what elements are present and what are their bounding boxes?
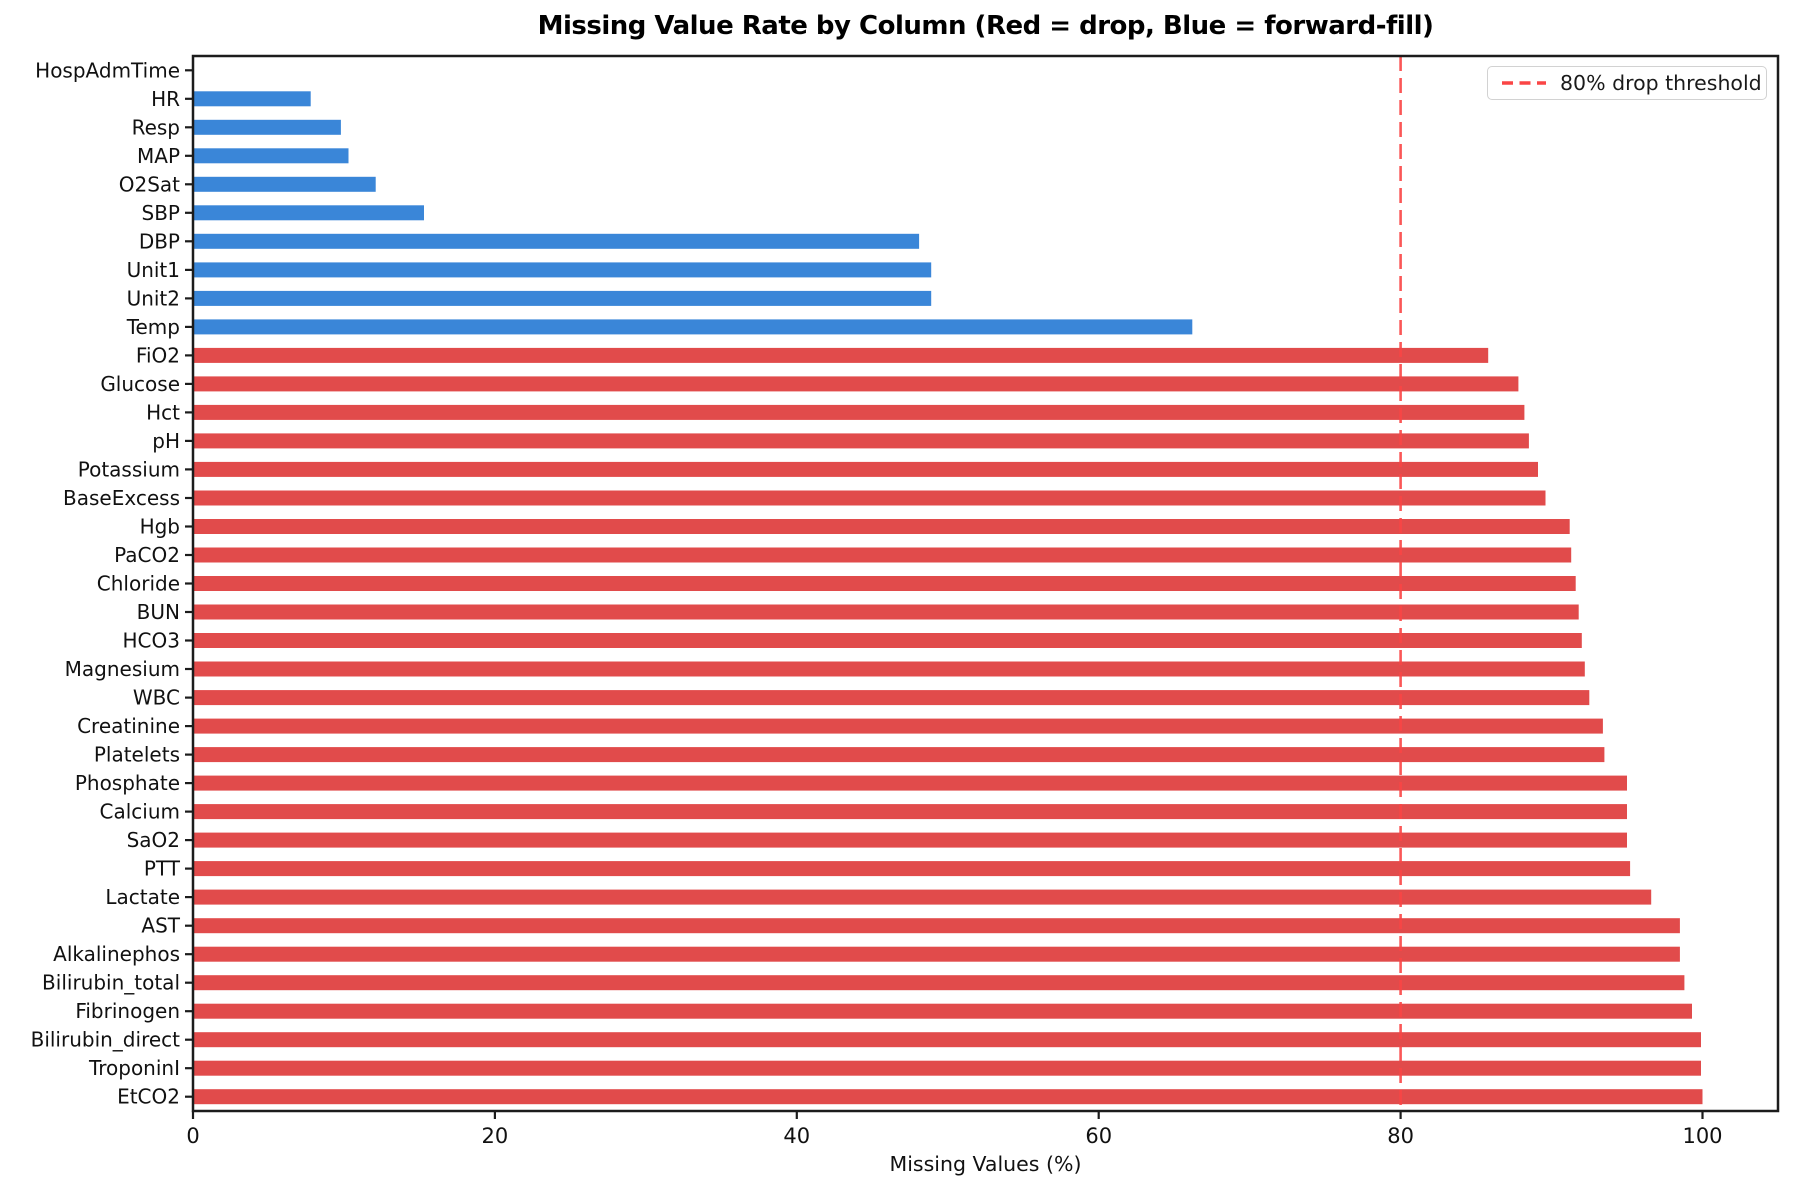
bar-Fibrinogen: [193, 1003, 1692, 1019]
bar-HCO3: [193, 633, 1582, 648]
y-tick-label: AST: [141, 914, 180, 938]
y-tick-label: Hgb: [140, 515, 180, 539]
y-tick-label: Potassium: [78, 457, 180, 481]
y-tick-label: Resp: [132, 115, 180, 139]
bar-DBP: [193, 233, 920, 249]
y-tick-label: MAP: [137, 144, 180, 168]
bar-EtCO2: [193, 1089, 1703, 1105]
bar-Magnesium: [193, 661, 1585, 677]
y-tick-label: HCO3: [123, 629, 180, 653]
bar-WBC: [193, 690, 1590, 706]
y-tick-label: Chloride: [97, 572, 180, 596]
bar-SBP: [193, 205, 424, 221]
y-tick-label: Unit2: [127, 286, 180, 310]
y-tick-label: Temp: [126, 315, 180, 339]
bar-Platelets: [193, 747, 1605, 763]
y-tick-label: Platelets: [94, 743, 180, 767]
bar-Lactate: [193, 889, 1652, 905]
bar-AST: [193, 918, 1680, 934]
legend-label: 80% drop threshold: [1560, 71, 1762, 95]
y-tick-label: PTT: [144, 857, 181, 881]
x-tick-label: 80: [1387, 1124, 1414, 1148]
bar-Phosphate: [193, 775, 1627, 791]
bar-Hct: [193, 404, 1525, 420]
bar-pH: [193, 433, 1529, 449]
x-tick-label: 40: [783, 1124, 810, 1148]
bar-Bilirubin_total: [193, 975, 1685, 991]
bar-Hgb: [193, 519, 1570, 534]
y-tick-label: HR: [151, 87, 180, 111]
y-tick-label: Creatinine: [77, 714, 180, 738]
bar-HR: [193, 91, 311, 107]
y-tick-label: Alkalinephos: [53, 942, 180, 966]
y-tick-label: SBP: [142, 201, 180, 225]
y-tick-label: pH: [152, 429, 180, 453]
y-tick-label: BaseExcess: [63, 486, 180, 510]
y-tick-label: Unit1: [127, 258, 180, 282]
y-tick-label: Phosphate: [75, 771, 180, 795]
bar-TroponinI: [193, 1060, 1701, 1076]
chart-title: Missing Value Rate by Column (Red = drop…: [537, 11, 1434, 41]
bar-Resp: [193, 119, 341, 135]
y-tick-label: Hct: [146, 400, 180, 424]
y-tick-label: Bilirubin_direct: [31, 1028, 181, 1052]
x-tick-label: 100: [1682, 1124, 1722, 1148]
legend-dash-icon: [1502, 81, 1546, 85]
y-tick-label: Fibrinogen: [75, 999, 180, 1023]
y-tick-label: BUN: [137, 600, 180, 624]
bar-PTT: [193, 861, 1631, 877]
bar-FiO2: [193, 347, 1489, 363]
y-tick-label: DBP: [139, 229, 180, 253]
bar-SaO2: [193, 832, 1627, 848]
y-tick-label: EtCO2: [117, 1085, 180, 1109]
bar-O2Sat: [193, 176, 376, 192]
bar-Alkalinephos: [193, 946, 1680, 962]
bar-BaseExcess: [193, 490, 1546, 506]
bar-Chloride: [193, 576, 1576, 591]
x-tick-label: 60: [1085, 1124, 1112, 1148]
y-tick-label: TroponinI: [88, 1056, 180, 1080]
y-tick-label: HospAdmTime: [35, 58, 180, 82]
y-tick-label: WBC: [133, 686, 180, 710]
axes-border: [191, 54, 1780, 1113]
bar-Glucose: [193, 376, 1519, 392]
y-tick-label: Calcium: [100, 800, 181, 824]
bar-Unit1: [193, 262, 932, 278]
bar-Unit2: [193, 290, 932, 306]
bar-Creatinine: [193, 718, 1603, 734]
bar-Temp: [193, 319, 1193, 335]
legend: 80% drop threshold: [1487, 66, 1767, 100]
bar-Bilirubin_direct: [193, 1032, 1701, 1048]
bar-Calcium: [193, 804, 1627, 820]
x-tick-label: 0: [186, 1124, 199, 1148]
y-tick-label: SaO2: [127, 828, 180, 852]
x-axis-label: Missing Values (%): [889, 1152, 1082, 1176]
y-tick-label: FiO2: [136, 343, 180, 367]
bar-Potassium: [193, 461, 1538, 477]
bar-PaCO2: [193, 547, 1572, 563]
y-tick-label: Magnesium: [65, 657, 180, 681]
y-tick-label: Glucose: [100, 372, 180, 396]
bar-MAP: [193, 148, 349, 164]
x-tick-label: 20: [482, 1124, 509, 1148]
y-tick-label: Lactate: [105, 885, 180, 909]
y-tick-label: O2Sat: [119, 172, 180, 196]
y-tick-label: PaCO2: [114, 543, 180, 567]
bar-BUN: [193, 604, 1579, 620]
y-tick-label: Bilirubin_total: [42, 971, 180, 995]
